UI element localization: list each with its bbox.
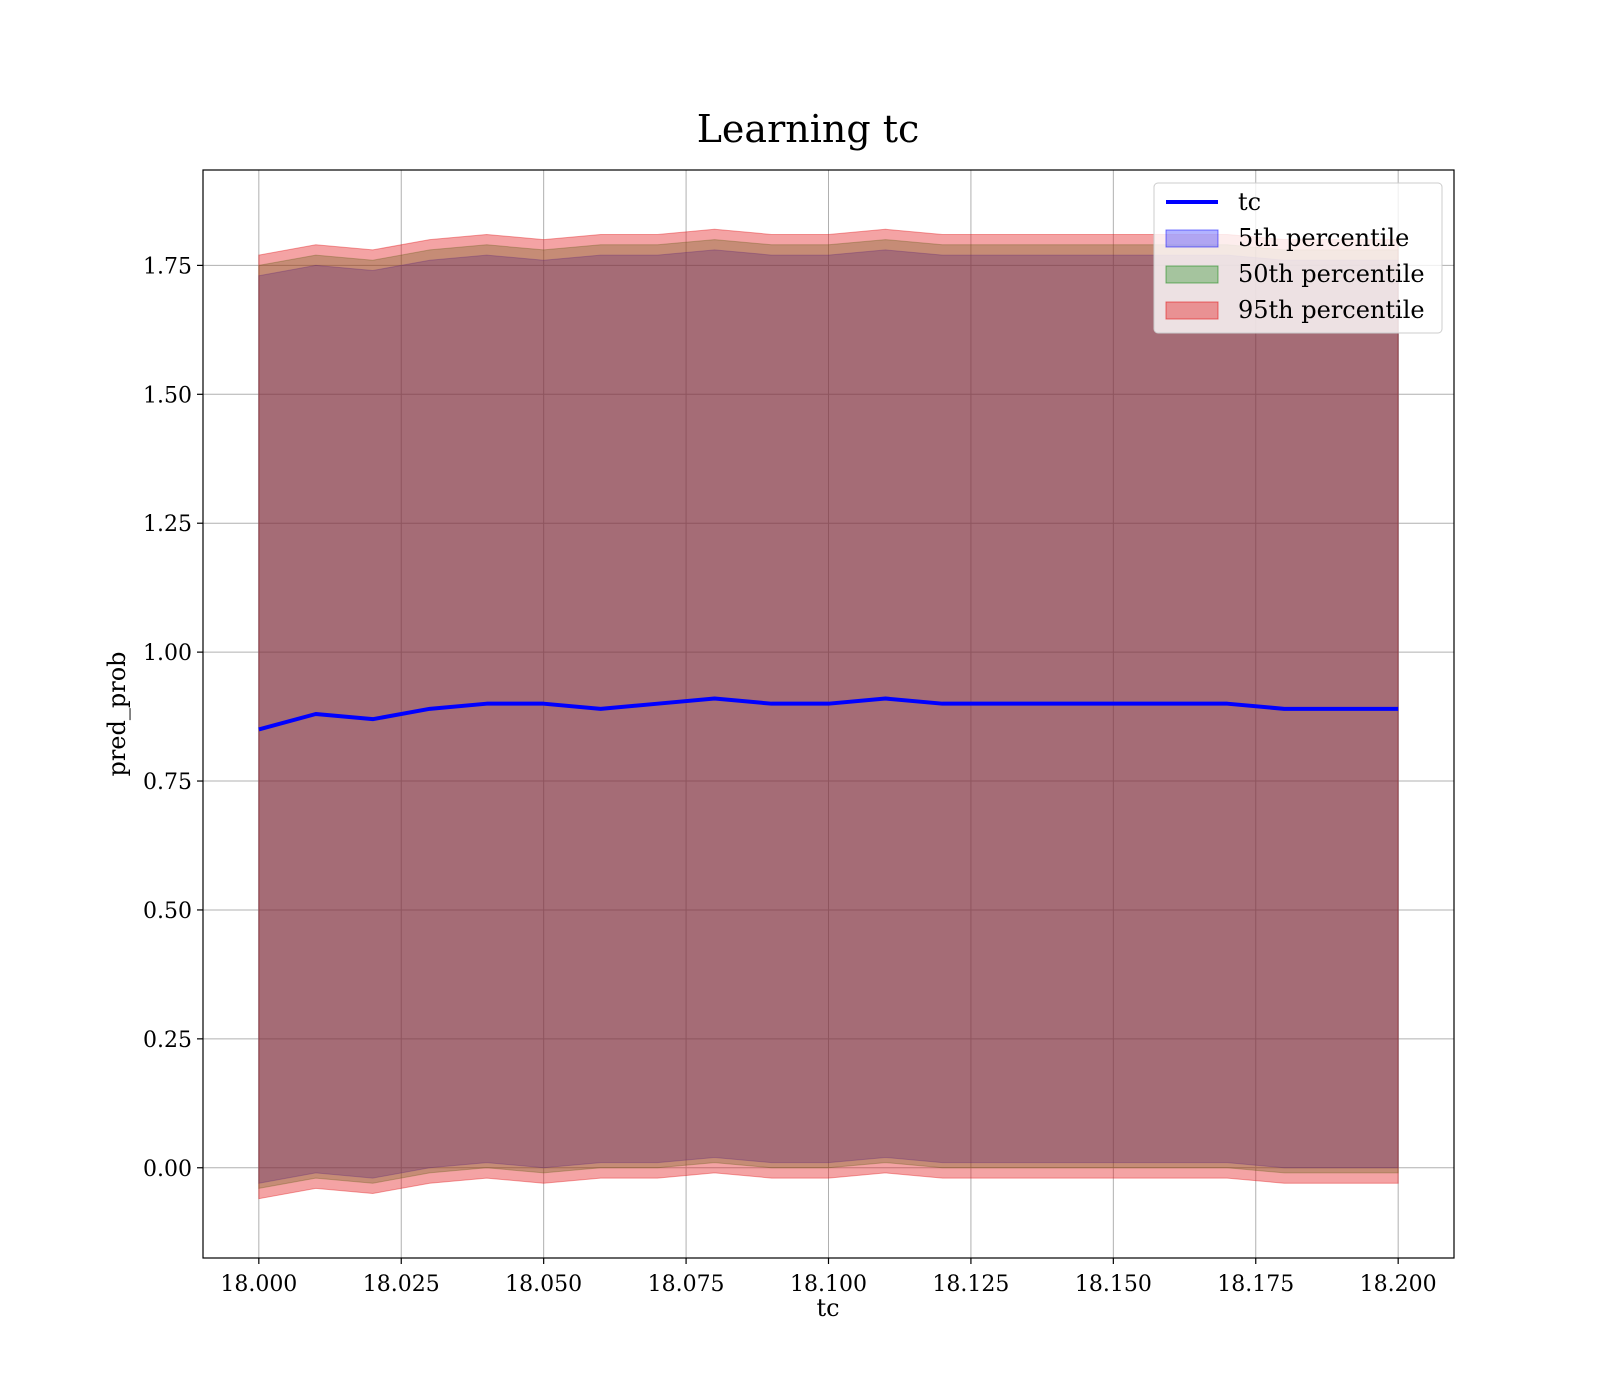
y-tick-label: 1.75: [143, 254, 192, 279]
grid-layer: [203, 170, 1454, 1258]
legend-label: 5th percentile: [1238, 224, 1409, 252]
y-tick-label: 1.00: [143, 641, 192, 666]
y-ticks: 0.00 0.25 0.50 0.75 1.00 1.25 1.50 1.75: [143, 254, 203, 1182]
legend-swatch: [1165, 265, 1219, 284]
y-tick-label: 0.25: [143, 1028, 192, 1053]
x-tick-label: 18.175: [1217, 1272, 1294, 1297]
y-tick-label: 0.75: [143, 770, 192, 795]
x-axis-label: tc: [816, 1294, 839, 1322]
legend-label: tc: [1238, 188, 1261, 216]
band-layer: [258, 228, 1399, 1200]
x-tick-label: 18.100: [790, 1272, 867, 1297]
x-tick-label: 18.050: [505, 1272, 582, 1297]
y-tick-label: 1.50: [143, 383, 192, 408]
band-5th-percentile: [258, 249, 1399, 1184]
band-95th-percentile: [258, 228, 1399, 1200]
x-tick-label: 18.200: [1360, 1272, 1437, 1297]
legend-items: tc 5th percentile 50th percentile 95th perc…: [1165, 188, 1425, 324]
legend: tc 5th percentile 50th percentile 95th perc…: [1153, 182, 1443, 334]
y-tick-label: 1.25: [143, 512, 192, 537]
legend-box: [1153, 182, 1443, 334]
series-line-tc: [258, 696, 1399, 732]
legend-swatch: [1165, 229, 1219, 248]
chart-title: Learning tc: [697, 107, 920, 151]
y-tick-label: 0.00: [143, 1157, 192, 1182]
y-tick-label: 0.50: [143, 899, 192, 924]
x-tick-label: 18.000: [220, 1272, 297, 1297]
legend-swatch: [1165, 301, 1219, 320]
x-tick-label: 18.125: [932, 1272, 1009, 1297]
x-tick-label: 18.025: [363, 1272, 440, 1297]
legend-label: 95th percentile: [1238, 296, 1425, 324]
line-layer: [258, 696, 1399, 732]
x-tick-label: 18.150: [1075, 1272, 1152, 1297]
band-50th-percentile: [258, 239, 1399, 1189]
y-axis-label: pred_prob: [103, 651, 131, 776]
x-tick-label: 18.075: [648, 1272, 725, 1297]
legend-label: 50th percentile: [1238, 260, 1425, 288]
x-ticks: 18.000 18.025 18.050 18.075 18.100 18.125 18.1…: [220, 1258, 1437, 1297]
